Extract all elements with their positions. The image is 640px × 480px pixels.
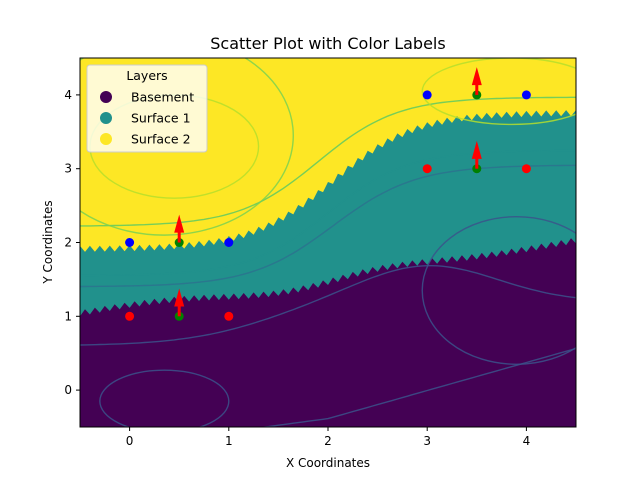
data-point [125, 238, 135, 247]
data-point [224, 311, 234, 321]
y-tick-label: 0 [64, 383, 72, 397]
direction-arrow [471, 140, 482, 169]
legend-title: Layers [126, 68, 167, 83]
x-axis-ticks: 0 1 2 3 4 [126, 427, 530, 448]
arrow-shaft [475, 156, 479, 169]
arrow-head [471, 140, 482, 159]
x-tick-label: 4 [523, 434, 531, 448]
y-tick-label: 1 [64, 309, 72, 323]
x-axis-label: X Coordinates [286, 456, 370, 470]
direction-arrow [471, 67, 482, 95]
data-point [422, 90, 432, 100]
arrow-head [174, 214, 185, 233]
contour-line [80, 96, 576, 227]
data-point [521, 90, 531, 100]
arrow-head [471, 67, 482, 86]
arrow-shaft [177, 304, 181, 317]
contour-loop [99, 369, 230, 427]
legend-marker [100, 91, 112, 103]
contour-loop [421, 58, 576, 126]
x-tick-label: 1 [225, 434, 233, 448]
legend-label: Basement [131, 90, 194, 105]
y-tick-label: 4 [64, 88, 72, 102]
legend-marker [100, 133, 112, 145]
y-axis-ticks: 0 1 2 3 4 [64, 88, 80, 397]
legend-label: Surface 2 [131, 132, 191, 147]
y-axis-label: Y Coordinates [41, 200, 55, 284]
contour-loop [80, 58, 294, 236]
data-point [125, 311, 135, 321]
direction-arrow [174, 214, 185, 243]
contour-loop [421, 215, 576, 365]
region-basement-lower [80, 238, 576, 427]
contour-line [80, 149, 576, 277]
chart-title: Scatter Plot with Color Labels [210, 34, 445, 53]
y-tick-label: 3 [64, 162, 72, 176]
direction-arrows [174, 67, 482, 317]
legend-label: Surface 1 [131, 111, 191, 126]
y-tick-label: 2 [64, 236, 72, 250]
arrow-head [174, 288, 185, 307]
x-tick-label: 3 [423, 434, 431, 448]
arrow-shaft [177, 230, 181, 243]
contour-line [80, 164, 576, 288]
legend: Layers Basement Surface 1 Surface 2 [86, 64, 208, 153]
legend-box [86, 64, 208, 153]
contour-line [80, 265, 576, 346]
contour-line [259, 347, 576, 427]
x-tick-label: 2 [324, 434, 332, 448]
data-point [422, 164, 432, 174]
legend-marker [100, 112, 112, 124]
data-point [224, 238, 234, 247]
arrow-shaft [475, 83, 479, 95]
legend-items: Basement Surface 1 Surface 2 [100, 90, 194, 147]
x-tick-label: 0 [126, 434, 134, 448]
data-point [521, 164, 531, 174]
direction-arrow [174, 288, 185, 317]
